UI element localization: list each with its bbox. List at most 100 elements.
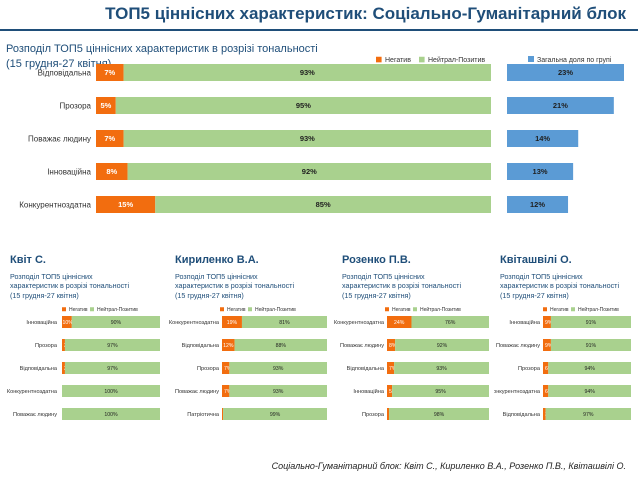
share-bar: [507, 196, 569, 213]
category-label: Прозора: [197, 366, 220, 372]
legend-label: Негатив: [392, 307, 411, 313]
bar-value-label: 10%: [63, 320, 74, 326]
bar-value-label: 9%: [545, 343, 553, 349]
mini-chart-kvitashvili: Негатив Нейтрал-Позитив Інноваційна 9% 91% По…: [494, 306, 631, 420]
bar-neutral-positive: [123, 64, 492, 81]
bar-value-label: 97%: [107, 366, 118, 372]
main-stacked-bar-chart: Негатив Нейтрал-Позитив Відповідальна 7% 93%…: [19, 56, 624, 213]
candidate-subtitle: Розподіл ТОП5 ціннісних характеристик в …: [175, 272, 325, 300]
bar-value-label: 94%: [584, 389, 595, 395]
bar-negative: [543, 316, 551, 328]
bar-negative: [543, 362, 549, 374]
bar-negative: [96, 130, 124, 147]
category-label: Конкурентноздатна: [169, 320, 220, 326]
bar-negative: [543, 339, 551, 351]
share-value-label: 12%: [530, 200, 545, 209]
category-label: Патріотична: [187, 412, 220, 418]
bar-negative: [222, 316, 242, 328]
bar-neutral-positive: [229, 385, 327, 397]
bar-negative: [222, 385, 230, 397]
bar-negative: [543, 385, 549, 397]
candidate-subtitle-line-2: характеристик в розрізі тональності: [10, 281, 130, 291]
chart-legend: Негатив Нейтрал-Позитив: [220, 306, 296, 313]
bar-value-label: 97%: [583, 412, 594, 418]
legend-label: Нейтрал-Позитив: [428, 56, 485, 64]
bar-value-label: 91%: [586, 320, 597, 326]
bar-value-label: 7%: [104, 134, 115, 143]
bar-neutral-positive: [155, 196, 491, 213]
mini-chart-kyrylenko: Негатив Нейтрал-Позитив Конкурентноздатна 1…: [169, 306, 327, 420]
legend-label: Нейтрал-Позитив: [420, 306, 461, 313]
legend-swatch-neutral-positive: [419, 56, 425, 63]
legend-label: Негатив: [69, 307, 88, 313]
bar-negative: [96, 64, 124, 81]
bar-neutral-positive: [62, 385, 160, 397]
bar-value-label: 92%: [302, 167, 317, 176]
share-value-label: 23%: [558, 68, 573, 77]
category-label: Відповідальна: [38, 68, 92, 77]
bar-value-label: 100%: [104, 389, 118, 395]
candidate-header-kyrylenko: Кириленко В.А. Розподіл ТОП5 ціннісних х…: [175, 254, 325, 300]
bar-value-label: 7%: [224, 366, 232, 372]
title-divider: [0, 29, 638, 31]
chart-legend: Негатив Нейтрал-Позитив: [62, 306, 138, 313]
bar-value-label: 93%: [436, 366, 447, 372]
bar-value-label: 9%: [545, 320, 553, 326]
bar-neutral-positive: [234, 339, 327, 351]
share-value-label: 21%: [553, 101, 568, 110]
category-label: Інноваційна: [509, 319, 541, 326]
legend-swatch-negative: [220, 307, 224, 312]
bar-neutral-positive: [241, 316, 327, 328]
mini-chart-rozenko: Негатив Нейтрал-Позитив Конкурентноздатна 2…: [334, 306, 489, 420]
main-chart-subtitle: Розподіл ТОП5 ціннісних характеристик в …: [6, 42, 318, 72]
candidate-subtitle-line-3: (15 грудня-27 квітня): [342, 290, 411, 300]
candidate-subtitle-line-3: (15 грудня-27 квітня): [175, 290, 244, 300]
legend-swatch-negative: [62, 307, 66, 312]
category-label: Інноваційна: [47, 167, 91, 176]
candidate-subtitle-line-3: (15 грудня-27 квітня): [10, 290, 79, 300]
category-label: Конкурентноздатна: [494, 389, 541, 395]
bar-value-label: 94%: [584, 366, 595, 372]
category-label: Прозора: [60, 101, 92, 110]
main-subtitle-line-1: Розподіл ТОП5 ціннісних характеристик в …: [6, 43, 318, 55]
bar-value-label: 99%: [270, 412, 281, 418]
footer-note: Соціально-Гуманітарний блок: Квіт С., Ки…: [271, 461, 626, 471]
bar-negative: [222, 362, 230, 374]
bar-value-label: 98%: [434, 412, 445, 418]
legend-label: Нейтрал-Позитив: [578, 306, 619, 313]
bar-value-label: 95%: [435, 389, 446, 395]
bar-value-label: 85%: [316, 200, 331, 209]
category-label: Поважає людину: [28, 134, 91, 143]
category-label: Конкурентноздатна: [7, 389, 58, 395]
bar-negative: [387, 408, 390, 420]
category-label: Поважає людину: [175, 389, 219, 395]
candidate-subtitle-line-2: характеристик в розрізі тональності: [342, 281, 462, 291]
category-label: Прозора: [35, 343, 58, 349]
bar-value-label: 5%: [100, 101, 111, 110]
bar-negative: [96, 196, 156, 213]
category-label: Поважає людину: [496, 343, 540, 349]
candidate-subtitle-line-3: (15 грудня-27 квітня): [500, 290, 569, 300]
chart-legend: Негатив Нейтрал-Позитив: [376, 56, 485, 64]
share-legend-swatch: [528, 56, 534, 62]
category-label: Поважає людину: [13, 412, 57, 418]
category-label: Інноваційна: [26, 319, 58, 326]
bar-value-label: 95%: [296, 101, 311, 110]
bar-value-label: 91%: [586, 343, 597, 349]
candidate-subtitle-line-2: характеристик в розрізі тональності: [175, 281, 295, 291]
bar-value-label: 100%: [104, 412, 118, 418]
bar-value-label: 24%: [394, 320, 405, 326]
bar-neutral-positive: [550, 316, 631, 328]
candidate-name: Квіташвілі О.: [500, 254, 572, 266]
candidate-name: Квіт С.: [10, 254, 46, 266]
bar-neutral-positive: [545, 408, 631, 420]
bar-negative: [222, 339, 235, 351]
bar-neutral-positive: [123, 130, 492, 147]
bar-value-label: 93%: [273, 366, 284, 372]
candidate-subtitle-line-2: характеристик в розрізі тональності: [500, 281, 620, 291]
category-label: Відповідальна: [182, 343, 220, 349]
candidate-subtitle: Розподіл ТОП5 ціннісних характеристик в …: [10, 272, 160, 300]
chart-legend: Негатив Нейтрал-Позитив: [385, 306, 461, 313]
bar-value-label: 12%: [223, 343, 234, 349]
category-label: Конкурентноздатна: [334, 320, 385, 326]
